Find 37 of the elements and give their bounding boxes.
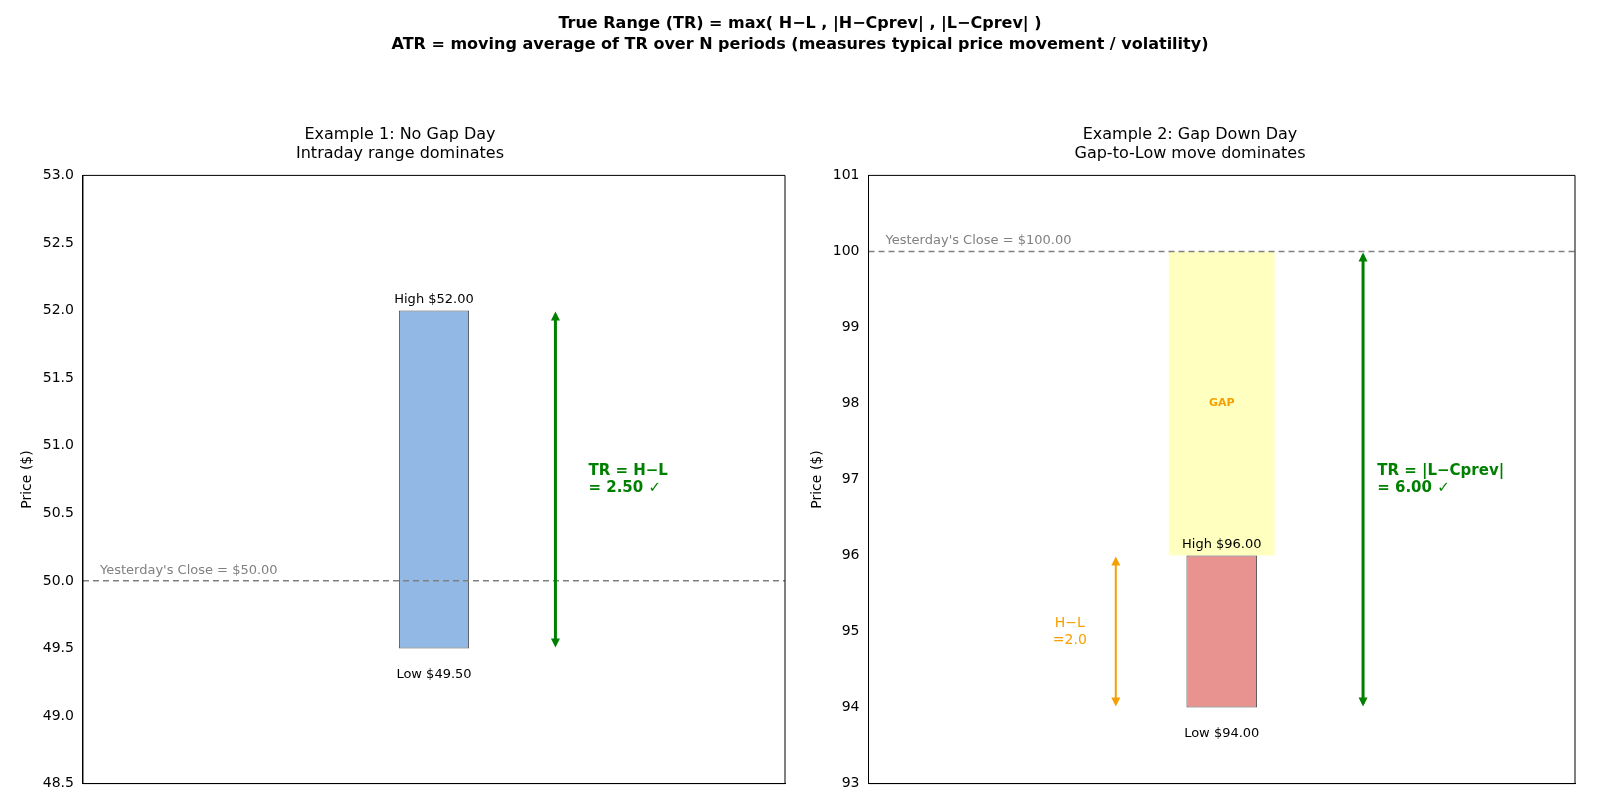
y-tick-label: 95 <box>841 622 860 639</box>
y-tick-label: 100 <box>832 242 860 259</box>
y-tick-label: 50.0 <box>42 571 74 588</box>
ref-line-label: Yesterday's Close = $100.00 <box>884 232 1072 248</box>
y-tick-label: 94 <box>841 698 860 715</box>
y-tick-label: 49.5 <box>42 639 74 656</box>
text: ATR = moving average of TR over N periods (measures typical price movement / volatility) <box>390 33 1210 54</box>
y-tick-label: 101 <box>832 166 860 183</box>
y-axis-title: Price ($) <box>808 450 825 509</box>
y-tick-label: 97 <box>841 470 860 487</box>
y-axis-title: Price ($) <box>18 450 35 509</box>
ref-line-label: Yesterday's Close = $50.00 <box>98 561 278 577</box>
y-tick-label: 49.0 <box>42 706 74 723</box>
chart-title: Example 2: Gap Down Day <box>1082 123 1298 143</box>
annotation: High $96.00 <box>1182 536 1262 552</box>
y-tick-label: 51.0 <box>42 436 74 453</box>
chart-title: Example 1: No Gap Day <box>304 123 496 143</box>
y-tick-label: 99 <box>841 318 860 335</box>
y-tick-label: 93 <box>841 774 860 791</box>
annotation: H−L =2.0 <box>1052 613 1087 647</box>
chart-subtitle: Gap-to-Low move dominates <box>1074 142 1306 162</box>
y-tick-label: 50.5 <box>42 503 74 520</box>
band-label: GAP <box>1208 396 1235 410</box>
y-tick-label: 51.5 <box>42 368 74 385</box>
annotation: TR = H−L = 2.50 ✓ <box>588 460 669 496</box>
y-tick-label: 48.5 <box>42 774 74 791</box>
y-tick-label: 52.0 <box>42 301 74 318</box>
text: True Range (TR) = max( H−L , |H−Cprev| , |L−Cprev| ) <box>557 12 1043 33</box>
y-tick-label: 53.0 <box>42 166 74 183</box>
chart-subtitle: Intraday range dominates <box>295 142 505 162</box>
annotation: Low $49.50 <box>396 666 472 682</box>
annotation: TR = |L−Cprev| = 6.00 ✓ <box>1377 460 1505 496</box>
annotation: Low $94.00 <box>1184 725 1260 741</box>
annotation: High $52.00 <box>394 291 474 307</box>
y-tick-label: 52.5 <box>42 233 74 250</box>
y-tick-label: 96 <box>841 546 860 563</box>
y-tick-label: 98 <box>841 394 860 411</box>
